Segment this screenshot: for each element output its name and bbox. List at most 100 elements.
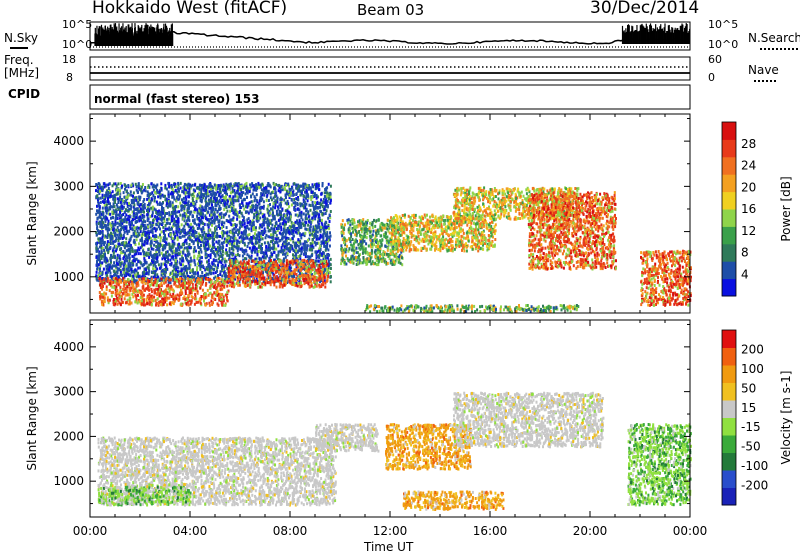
power-cell xyxy=(109,202,111,206)
power-cell xyxy=(228,195,231,199)
power-cell xyxy=(115,270,118,274)
power-cell xyxy=(114,220,117,224)
power-cell xyxy=(147,192,150,195)
power-cell xyxy=(318,213,321,217)
power-cell xyxy=(143,198,146,201)
power-cell xyxy=(165,237,168,241)
power-cell xyxy=(214,253,216,257)
power-cell xyxy=(138,242,140,246)
power-cell xyxy=(190,233,193,237)
power-cell xyxy=(158,244,161,248)
power-cell xyxy=(128,218,131,222)
power-cell xyxy=(95,255,98,259)
power-cell xyxy=(210,247,213,251)
power-cell xyxy=(127,266,130,270)
power-cell xyxy=(173,209,176,213)
power-cell xyxy=(113,273,116,277)
power-cell xyxy=(278,224,281,228)
power-cell xyxy=(223,257,226,261)
power-cell xyxy=(172,255,175,259)
power-cell xyxy=(186,222,189,226)
power-cell xyxy=(261,215,264,219)
power-cell xyxy=(257,202,260,206)
power-cell xyxy=(257,250,260,253)
power-cell xyxy=(238,230,240,234)
power-cell xyxy=(164,183,167,187)
power-cell xyxy=(113,269,115,273)
power-cell xyxy=(132,184,135,188)
power-cell xyxy=(328,271,331,275)
power-cell xyxy=(134,207,137,211)
power-cell xyxy=(192,250,195,254)
power-cell xyxy=(256,187,259,190)
power-cell xyxy=(126,192,129,195)
power-cell xyxy=(117,182,120,186)
power-cell xyxy=(241,214,244,218)
power-cell xyxy=(115,188,118,192)
power-cell xyxy=(139,261,142,265)
power-cell xyxy=(159,215,162,218)
power-cell xyxy=(263,213,266,217)
power-cell xyxy=(296,244,299,247)
power-cell xyxy=(266,184,269,188)
power-cell xyxy=(96,262,99,266)
power-cell xyxy=(240,191,243,195)
power-cell xyxy=(107,268,110,272)
power-cell xyxy=(193,235,196,239)
power-cell xyxy=(160,212,163,216)
power-cell xyxy=(274,237,277,241)
power-cell xyxy=(155,245,158,248)
power-cell xyxy=(212,271,215,275)
power-cell xyxy=(174,269,177,273)
power-cell xyxy=(112,247,115,251)
power-cell xyxy=(229,182,232,186)
power-cell xyxy=(217,213,220,217)
power-cell xyxy=(175,268,178,272)
power-cell xyxy=(149,221,152,225)
power-cell xyxy=(155,250,158,254)
power-cell xyxy=(310,190,313,194)
power-cell xyxy=(228,238,231,242)
power-cell xyxy=(288,187,291,191)
power-cell xyxy=(231,273,234,277)
power-cell xyxy=(189,235,192,239)
power-cell xyxy=(288,184,291,188)
power-cell xyxy=(127,273,130,277)
power-cell xyxy=(305,188,308,192)
power-cell xyxy=(208,213,211,217)
power-cell xyxy=(111,210,114,214)
power-cell xyxy=(165,254,168,258)
power-cell xyxy=(253,236,255,240)
frequency-panel xyxy=(89,56,691,110)
power-cell xyxy=(178,194,181,198)
power-cell xyxy=(237,199,240,203)
power-cell xyxy=(250,224,253,228)
power-cell xyxy=(322,237,325,241)
power-cell xyxy=(119,211,122,214)
power-cell xyxy=(202,244,205,248)
power-cell xyxy=(118,192,121,196)
power-cell xyxy=(116,197,119,201)
power-cell xyxy=(296,228,299,232)
power-cell xyxy=(111,249,114,253)
power-cell xyxy=(255,208,258,212)
power-cell xyxy=(231,240,234,244)
power-cell xyxy=(221,274,224,278)
power-cell xyxy=(301,218,304,222)
power-cell xyxy=(222,213,225,217)
power-cell xyxy=(199,265,202,269)
power-cell xyxy=(118,222,121,226)
power-cell xyxy=(190,226,192,230)
power-cell xyxy=(119,268,122,272)
power-cell xyxy=(110,216,112,220)
power-cell xyxy=(247,202,250,206)
power-cell xyxy=(164,227,167,231)
power-cell xyxy=(142,200,145,204)
power-cell xyxy=(309,242,312,246)
power-cell xyxy=(155,240,158,244)
power-cell xyxy=(318,202,320,205)
power-cell xyxy=(194,229,196,233)
power-cell xyxy=(292,229,295,233)
power-cell xyxy=(225,259,228,263)
power-cell xyxy=(189,210,192,214)
